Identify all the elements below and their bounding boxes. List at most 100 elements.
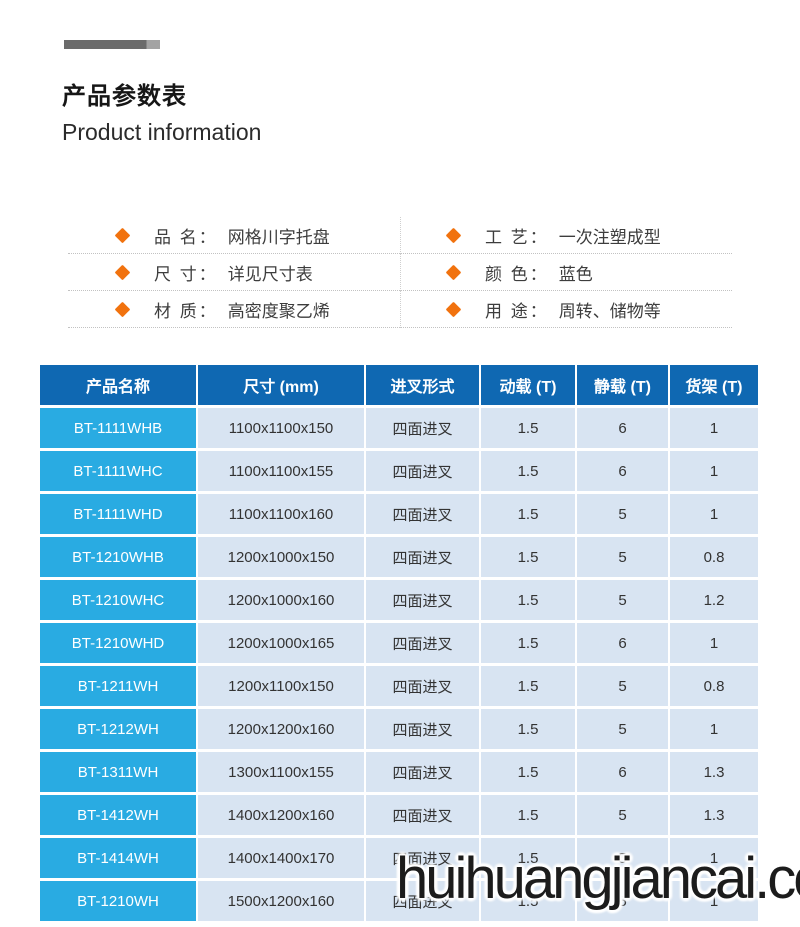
- dynamic-load-cell: 1.5: [480, 750, 577, 795]
- spec-value: 详见尺寸表: [227, 264, 313, 284]
- model-cell: BT-1111WHC: [40, 449, 198, 494]
- fork-type-cell: 四面进叉: [365, 492, 481, 537]
- static-load-cell: 5: [576, 836, 670, 881]
- static-load-cell: 5: [576, 879, 670, 924]
- page-subtitle: Product information: [62, 119, 262, 145]
- model-cell: BT-1211WH: [40, 664, 198, 709]
- model-cell: BT-1111WHD: [40, 492, 198, 537]
- static-load-cell: 5: [576, 492, 670, 537]
- spec-label: 用 途：: [485, 301, 549, 321]
- size-cell: 1200x1100x150: [197, 664, 366, 709]
- fork-type-cell: 四面进叉: [365, 449, 481, 494]
- fork-type-cell: 四面进叉: [365, 793, 481, 838]
- rack-load-cell: 1.3: [669, 793, 758, 838]
- spec-value: 一次注塑成型: [558, 227, 661, 247]
- rack-load-cell: 1: [669, 836, 758, 881]
- spec-value: 网格川字托盘: [227, 227, 330, 247]
- size-cell: 1200x1000x150: [197, 535, 366, 580]
- model-cell: BT-1414WH: [40, 836, 198, 881]
- size-cell: 1500x1200x160: [197, 879, 366, 924]
- fork-type-cell: 四面进叉: [365, 879, 481, 924]
- watermark: huihuangjiancai.com: [396, 846, 800, 911]
- static-load-cell: 6: [576, 406, 670, 451]
- diamond-bullet-icon: [445, 264, 462, 280]
- model-cell: BT-1210WHD: [40, 621, 198, 666]
- table-row: BT-1111WHC 1100x1100x155 四面进叉 1.5 6 1: [40, 449, 758, 494]
- static-load-cell: 6: [576, 750, 670, 795]
- rack-load-cell: 1: [669, 492, 758, 537]
- dynamic-load-cell: 1.5: [480, 621, 577, 666]
- product-table: 产品名称 尺寸 (mm) 进叉形式 动载 (T) 静载 (T) 货架 (T) B…: [40, 365, 758, 924]
- diamond-bullet-icon: [445, 227, 462, 243]
- column-header-product-name: 产品名称: [40, 365, 198, 408]
- accent-bar: [64, 40, 160, 49]
- table-row: BT-1210WHC 1200x1000x160 四面进叉 1.5 5 1.2: [40, 578, 758, 623]
- size-cell: 1100x1100x150: [197, 406, 366, 451]
- fork-type-cell: 四面进叉: [365, 750, 481, 795]
- spec-value: 周转、储物等: [558, 301, 661, 321]
- rack-load-cell: 0.8: [669, 664, 758, 709]
- rack-load-cell: 1: [669, 707, 758, 752]
- column-header-dynamic-load: 动载 (T): [480, 365, 577, 408]
- rack-load-cell: 1.2: [669, 578, 758, 623]
- spec-label: 颜 色：: [485, 264, 549, 284]
- dynamic-load-cell: 1.5: [480, 836, 577, 881]
- diamond-bullet-icon: [445, 301, 462, 317]
- rack-load-cell: 0.8: [669, 535, 758, 580]
- spec-value: 高密度聚乙烯: [227, 301, 330, 321]
- size-cell: 1300x1100x155: [197, 750, 366, 795]
- spec-item-material: 材 质： 高密度聚乙烯: [68, 291, 400, 328]
- spec-item-usage: 用 途： 周转、储物等: [400, 291, 732, 328]
- model-cell: BT-1412WH: [40, 793, 198, 838]
- fork-type-cell: 四面进叉: [365, 621, 481, 666]
- table-row: BT-1212WH 1200x1200x160 四面进叉 1.5 5 1: [40, 707, 758, 752]
- model-cell: BT-1311WH: [40, 750, 198, 795]
- spec-label: 工 艺：: [485, 227, 549, 247]
- size-cell: 1100x1100x160: [197, 492, 366, 537]
- spec-label: 尺 寸：: [154, 264, 218, 284]
- static-load-cell: 6: [576, 621, 670, 666]
- table-row: BT-1210WHD 1200x1000x165 四面进叉 1.5 6 1: [40, 621, 758, 666]
- size-cell: 1200x1000x160: [197, 578, 366, 623]
- model-cell: BT-1111WHB: [40, 406, 198, 451]
- size-cell: 1200x1200x160: [197, 707, 366, 752]
- static-load-cell: 5: [576, 578, 670, 623]
- dynamic-load-cell: 1.5: [480, 879, 577, 924]
- dynamic-load-cell: 1.5: [480, 406, 577, 451]
- rack-load-cell: 1: [669, 621, 758, 666]
- table-row: BT-1210WHB 1200x1000x150 四面进叉 1.5 5 0.8: [40, 535, 758, 580]
- rack-load-cell: 1: [669, 406, 758, 451]
- diamond-bullet-icon: [114, 227, 131, 243]
- spec-item-size: 尺 寸： 详见尺寸表: [68, 254, 400, 291]
- model-cell: BT-1210WH: [40, 879, 198, 924]
- fork-type-cell: 四面进叉: [365, 535, 481, 580]
- table-row: BT-1414WH 1400x1400x170 四面进叉 1.5 5 1: [40, 836, 758, 881]
- rack-load-cell: 1: [669, 449, 758, 494]
- column-header-size: 尺寸 (mm): [197, 365, 366, 408]
- diamond-bullet-icon: [114, 301, 131, 317]
- spec-item-product-name: 品 名： 网格川字托盘: [68, 217, 400, 254]
- spec-item-process: 工 艺： 一次注塑成型: [400, 217, 732, 254]
- spec-item-color: 颜 色： 蓝色: [400, 254, 732, 291]
- table-header-row: 产品名称 尺寸 (mm) 进叉形式 动载 (T) 静载 (T) 货架 (T): [40, 365, 758, 408]
- table-row: BT-1311WH 1300x1100x155 四面进叉 1.5 6 1.3: [40, 750, 758, 795]
- spec-list: 品 名： 网格川字托盘 工 艺： 一次注塑成型 尺 寸： 详见尺寸表 颜 色： …: [68, 217, 732, 328]
- table-row: BT-1211WH 1200x1100x150 四面进叉 1.5 5 0.8: [40, 664, 758, 709]
- static-load-cell: 5: [576, 707, 670, 752]
- size-cell: 1400x1400x170: [197, 836, 366, 881]
- column-header-static-load: 静载 (T): [576, 365, 670, 408]
- static-load-cell: 5: [576, 535, 670, 580]
- model-cell: BT-1210WHB: [40, 535, 198, 580]
- table-row: BT-1210WH 1500x1200x160 四面进叉 1.5 5 1: [40, 879, 758, 924]
- dynamic-load-cell: 1.5: [480, 707, 577, 752]
- fork-type-cell: 四面进叉: [365, 578, 481, 623]
- spec-value: 蓝色: [558, 264, 593, 284]
- table-row: BT-1412WH 1400x1200x160 四面进叉 1.5 5 1.3: [40, 793, 758, 838]
- dynamic-load-cell: 1.5: [480, 793, 577, 838]
- spec-label: 品 名：: [154, 227, 218, 247]
- rack-load-cell: 1.3: [669, 750, 758, 795]
- model-cell: BT-1212WH: [40, 707, 198, 752]
- fork-type-cell: 四面进叉: [365, 707, 481, 752]
- fork-type-cell: 四面进叉: [365, 406, 481, 451]
